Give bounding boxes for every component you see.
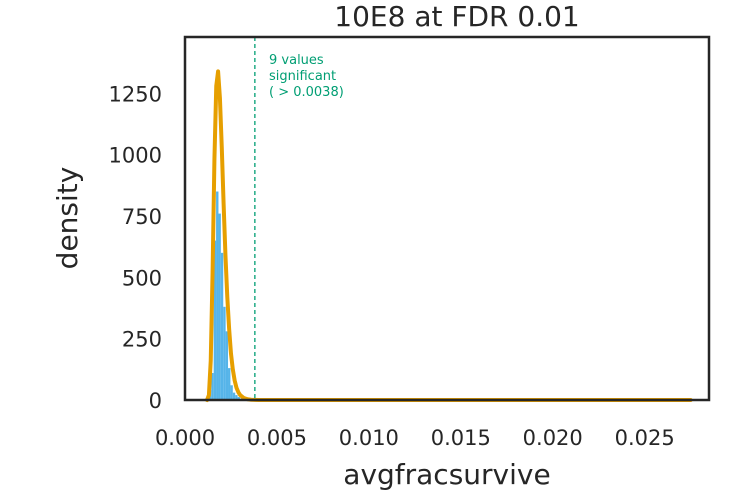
x-axis-ticks: 0.000 0.005 0.010 0.015 0.020 0.025 [155,426,675,450]
histogram-bar-1 [211,373,214,400]
threshold-label-line-1: 9 values [269,53,324,68]
histogram-bar-11 [235,395,238,400]
x-tick-label-1: 0.005 [247,426,307,450]
fit-curve-line [205,69,693,402]
y-axis-label: density [51,167,84,270]
x-tick-label-3: 0.015 [431,426,491,450]
threshold-label-line-3: ( > 0.0038) [269,85,344,100]
histogram-bar-7 [225,331,229,400]
plot-frame [183,35,711,402]
histogram-bar-3 [216,191,219,400]
x-axis-label: avgfracsurvive [343,458,550,491]
histogram-bar-2 [213,240,217,400]
histogram-bar-8 [228,368,231,400]
chart-title: 10E8 at FDR 0.01 [334,0,579,33]
y-axis-ticks: 0 250 500 750 1000 1250 [109,82,162,413]
histogram-bar-12 [237,397,240,400]
histogram-bar-9 [230,385,233,400]
histogram-bar-4 [218,213,221,400]
histogram-bar-10 [232,392,236,400]
threshold-label-line-2: significant [269,69,336,84]
x-tick-label-0: 0.000 [155,426,215,450]
threshold-marker: 9 values significant ( > 0.0038) [254,37,344,400]
y-tick-label-0: 0 [149,389,162,413]
y-tick-label-1: 250 [122,328,162,352]
x-tick-label-4: 0.020 [523,426,583,450]
histogram-bar-6 [223,306,226,400]
x-tick-label-2: 0.010 [339,426,399,450]
fit-curve [205,69,693,402]
histogram-bar-5 [220,252,224,400]
x-tick-label-5: 0.025 [615,426,675,450]
y-tick-label-5: 1250 [109,82,162,106]
y-tick-label-2: 500 [122,266,162,290]
y-tick-label-3: 750 [122,205,162,229]
y-tick-label-4: 1000 [109,144,162,168]
